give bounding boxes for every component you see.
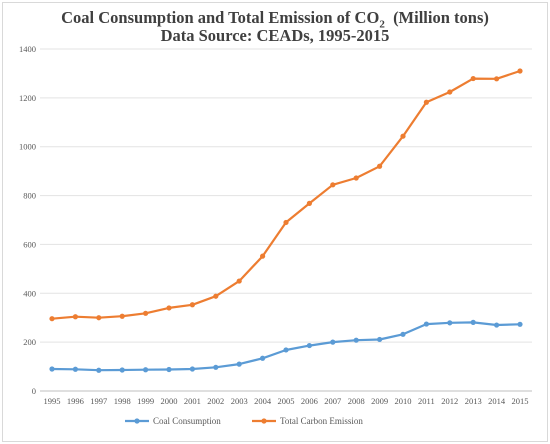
- legend-swatch-marker: [134, 418, 140, 424]
- x-tick-label: 2013: [465, 396, 482, 406]
- x-tick-label: 2001: [184, 396, 201, 406]
- x-tick-label: 2007: [324, 396, 341, 406]
- data-point: [400, 133, 406, 139]
- legend-label: Coal Consumption: [153, 416, 221, 426]
- data-point: [260, 355, 266, 361]
- legend: Coal Consumption Total Carbon Emission: [125, 416, 363, 426]
- y-tick-label: 400: [23, 288, 36, 298]
- data-point: [283, 219, 289, 226]
- data-point: [517, 68, 523, 74]
- y-tick-label: 1400: [19, 44, 36, 54]
- data-point: [377, 163, 383, 169]
- data-point: [353, 337, 359, 343]
- x-tick-label: 2014: [488, 396, 506, 406]
- x-tick-label: 2003: [231, 396, 248, 406]
- data-point: [49, 366, 55, 372]
- x-tick-label: 2010: [395, 396, 412, 406]
- data-point: [353, 175, 359, 181]
- x-tick-label: 2006: [301, 396, 318, 406]
- legend-entry: Total Carbon Emission: [252, 416, 363, 426]
- data-point: [306, 200, 312, 206]
- data-point: [213, 364, 219, 370]
- chart-subtitle: Data Source: CEADs, 1995-2015: [160, 26, 390, 45]
- data-point: [494, 76, 500, 82]
- data-point: [447, 89, 453, 95]
- data-point: [470, 75, 476, 82]
- legend-swatch-marker: [261, 418, 267, 424]
- data-point: [96, 315, 102, 321]
- y-tick-label: 600: [23, 239, 36, 249]
- data-point: [260, 253, 266, 259]
- y-tick-label: 200: [23, 337, 36, 347]
- x-tick-label: 2004: [254, 396, 272, 406]
- data-point: [423, 99, 429, 105]
- data-point: [377, 336, 383, 343]
- data-point: [96, 367, 102, 373]
- y-tick-label: 1000: [19, 142, 36, 152]
- data-point: [330, 339, 336, 345]
- legend-label: Total Carbon Emission: [280, 416, 363, 426]
- data-point: [330, 182, 336, 188]
- y-tick-label: 800: [23, 191, 36, 201]
- data-point: [213, 293, 219, 299]
- data-point: [517, 321, 523, 327]
- x-tick-label: 1999: [137, 396, 154, 406]
- data-point: [72, 366, 78, 372]
- gridlines: [40, 48, 532, 392]
- series-layer: [49, 68, 523, 373]
- data-point: [166, 305, 172, 311]
- series-0: [49, 319, 523, 373]
- data-point: [494, 322, 500, 328]
- y-axis-ticks: 0 200 400 600 800 1000 1200 1400: [19, 44, 36, 396]
- x-axis-ticks: 1995 1996 1997 1998 1999 2000 2001 2002 2003 2004…: [44, 396, 529, 406]
- x-tick-label: 2012: [441, 396, 458, 406]
- data-point: [49, 316, 55, 322]
- y-tick-label: 0: [32, 386, 36, 396]
- x-tick-label: 2008: [348, 396, 365, 406]
- series-line: [51, 69, 521, 320]
- x-tick-label: 2009: [371, 396, 388, 406]
- x-tick-label: 2015: [512, 396, 529, 406]
- series-1: [49, 68, 523, 322]
- data-point: [119, 367, 125, 373]
- data-point: [143, 310, 149, 316]
- legend-entry: Coal Consumption: [125, 416, 221, 426]
- data-point: [306, 342, 312, 349]
- x-tick-label: 1995: [44, 396, 61, 406]
- data-point: [189, 366, 195, 372]
- data-point: [189, 302, 195, 308]
- data-point: [236, 361, 242, 367]
- data-point: [447, 320, 453, 326]
- data-point: [166, 366, 172, 373]
- x-tick-label: 2005: [278, 396, 295, 406]
- data-point: [470, 319, 476, 325]
- x-tick-label: 1998: [114, 396, 131, 406]
- data-point: [400, 331, 406, 337]
- y-tick-label: 1200: [19, 93, 36, 103]
- data-point: [236, 278, 242, 284]
- data-point: [423, 321, 429, 327]
- data-point: [283, 347, 289, 353]
- x-tick-label: 1997: [90, 396, 107, 406]
- x-tick-label: 2000: [161, 396, 178, 406]
- x-tick-label: 1996: [67, 396, 84, 406]
- series-line: [51, 321, 521, 372]
- chart-title: Coal Consumption and Total Emission of C…: [61, 8, 489, 31]
- x-tick-label: 2002: [207, 396, 224, 406]
- x-tick-label: 2011: [418, 396, 435, 406]
- data-point: [72, 314, 78, 320]
- data-point: [119, 313, 125, 319]
- data-point: [143, 367, 149, 373]
